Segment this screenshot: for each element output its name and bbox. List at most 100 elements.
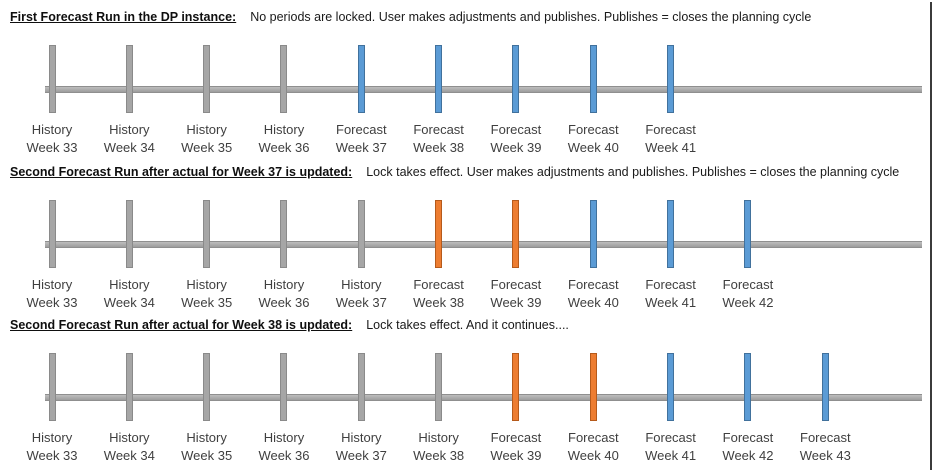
period-type-label: History	[31, 277, 73, 292]
period-week-label: Week 40	[567, 294, 619, 310]
period-label: Forecast Week 39	[474, 429, 558, 464]
period-week-label: Week 34	[103, 447, 155, 463]
period-tick-history	[48, 353, 56, 421]
period-tick-history	[357, 353, 365, 421]
period-tick-history	[280, 45, 288, 113]
period-tick-forecast	[744, 200, 752, 268]
period-type-label: History	[263, 277, 305, 292]
period-label: Forecast Week 43	[783, 429, 867, 464]
period-type-label: History	[341, 277, 382, 292]
period-label: History Week 34	[87, 121, 171, 156]
period-label: Forecast Week 40	[551, 276, 635, 311]
period-week-label: Week 38	[413, 447, 465, 463]
period-week-label: Week 41	[645, 294, 697, 310]
period-label: History Week 34	[87, 429, 171, 464]
period-label: History Week 36	[242, 121, 326, 156]
period-label: Forecast Week 40	[551, 121, 635, 156]
period-type-label: Forecast	[645, 430, 696, 445]
period-week-label: Week 43	[799, 447, 851, 463]
period-tick-forecast	[667, 200, 675, 268]
period-type-label: History	[186, 277, 227, 292]
period-week-label: Week 34	[103, 294, 155, 310]
period-week-label: Week 38	[413, 139, 465, 155]
period-week-label: Week 41	[645, 447, 697, 463]
period-tick-history	[125, 353, 133, 421]
forecast-run-section-3: Second Forecast Run after actual for Wee…	[0, 316, 936, 471]
period-type-label: Forecast	[568, 430, 619, 445]
period-tick-locked	[589, 353, 597, 421]
period-label: Forecast Week 37	[319, 121, 403, 156]
period-tick-history	[203, 45, 211, 113]
period-type-label: History	[186, 430, 227, 445]
period-week-label: Week 39	[490, 294, 542, 310]
period-type-label: Forecast	[490, 277, 542, 292]
period-week-label: Week 39	[490, 447, 542, 463]
period-label: History Week 33	[10, 276, 94, 311]
period-label: History Week 34	[87, 276, 171, 311]
period-week-label: Week 36	[258, 294, 310, 310]
period-week-label: Week 40	[567, 447, 619, 463]
period-label: History Week 37	[319, 429, 403, 464]
period-type-label: Forecast	[413, 122, 464, 137]
period-tick-forecast	[589, 200, 597, 268]
period-tick-history	[203, 200, 211, 268]
period-label: History Week 35	[165, 121, 249, 156]
period-label: History Week 33	[10, 429, 94, 464]
forecast-run-section-2: Second Forecast Run after actual for Wee…	[0, 163, 936, 318]
period-type-label: History	[186, 122, 227, 137]
period-label: Forecast Week 38	[397, 276, 481, 311]
timeline: History Week 33 History Week 34 History Week …	[0, 353, 936, 471]
period-week-label: Week 33	[26, 294, 78, 310]
period-label: Forecast Week 41	[629, 121, 713, 156]
period-type-label: History	[109, 122, 150, 137]
period-tick-forecast	[589, 45, 597, 113]
period-tick-forecast	[667, 45, 675, 113]
period-type-label: History	[109, 430, 150, 445]
period-week-label: Week 34	[103, 139, 155, 155]
period-week-label: Week 40	[567, 139, 619, 155]
period-type-label: Forecast	[490, 122, 542, 137]
period-type-label: Forecast	[568, 122, 619, 137]
period-week-label: Week 35	[181, 447, 233, 463]
timeline-bar	[45, 241, 922, 248]
period-tick-locked	[435, 200, 443, 268]
period-tick-history	[357, 200, 365, 268]
period-label: History Week 37	[319, 276, 403, 311]
period-week-label: Week 42	[722, 294, 774, 310]
period-week-label: Week 36	[258, 447, 310, 463]
section-heading: First Forecast Run in the DP instance: No…	[10, 8, 811, 26]
period-type-label: History	[341, 430, 382, 445]
period-tick-history	[48, 200, 56, 268]
period-week-label: Week 39	[490, 139, 542, 155]
period-label: Forecast Week 41	[629, 276, 713, 311]
period-week-label: Week 37	[335, 294, 387, 310]
period-label: Forecast Week 41	[629, 429, 713, 464]
section-title: Second Forecast Run after actual for Wee…	[10, 318, 353, 332]
period-week-label: Week 35	[181, 294, 233, 310]
section-description: No periods are locked. User makes adjust…	[250, 10, 812, 24]
period-label: History Week 35	[165, 276, 249, 311]
timeline: History Week 33 History Week 34 History Week …	[0, 45, 936, 163]
period-label: Forecast Week 39	[474, 121, 558, 156]
period-label: History Week 35	[165, 429, 249, 464]
period-tick-forecast	[821, 353, 829, 421]
period-label: Forecast Week 42	[706, 429, 790, 464]
period-label: Forecast Week 38	[397, 121, 481, 156]
period-label: Forecast Week 42	[706, 276, 790, 311]
period-tick-locked	[512, 200, 520, 268]
period-type-label: History	[31, 430, 73, 445]
section-heading: Second Forecast Run after actual for Wee…	[10, 163, 899, 181]
period-week-label: Week 37	[335, 139, 387, 155]
period-type-label: History	[263, 122, 305, 137]
slide-right-border	[930, 2, 932, 470]
period-type-label: History	[418, 430, 459, 445]
period-week-label: Week 36	[258, 139, 310, 155]
period-week-label: Week 41	[645, 139, 697, 155]
period-tick-history	[125, 45, 133, 113]
period-label: Forecast Week 39	[474, 276, 558, 311]
period-tick-history	[435, 353, 443, 421]
period-tick-history	[48, 45, 56, 113]
period-week-label: Week 33	[26, 139, 78, 155]
section-title: First Forecast Run in the DP instance:	[10, 10, 237, 24]
